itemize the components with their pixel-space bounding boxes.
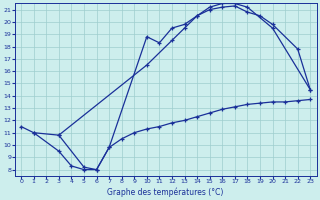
X-axis label: Graphe des températures (°C): Graphe des températures (°C) bbox=[108, 187, 224, 197]
